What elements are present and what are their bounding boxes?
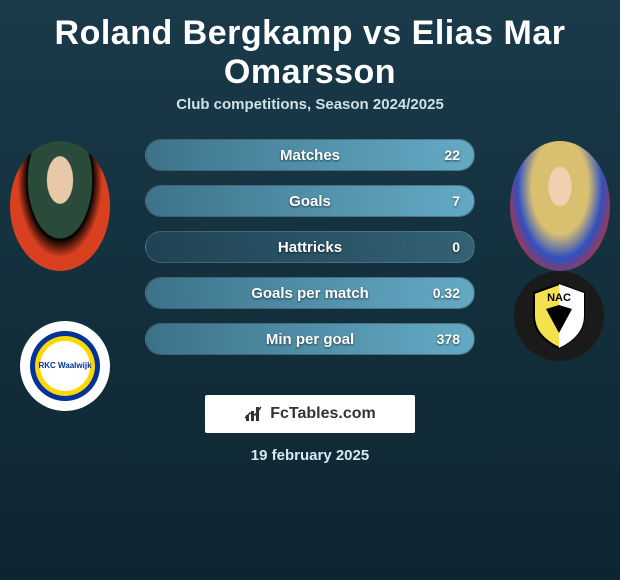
stat-value-right: 22: [444, 147, 460, 163]
stat-label: Hattricks: [278, 239, 342, 256]
stat-label: Goals: [289, 193, 331, 210]
club-left-badge: RKC Waalwijk: [20, 321, 110, 411]
stat-label: Goals per match: [251, 285, 369, 302]
watermark-text: FcTables.com: [270, 405, 376, 423]
stats-list: Matches 22 Goals 7 Hattricks 0 Goals per…: [145, 131, 475, 355]
stat-row-min-per-goal: Min per goal 378: [145, 323, 475, 355]
stat-label: Min per goal: [266, 331, 354, 348]
comparison-panel: RKC Waalwijk NAC Matches 22 Goals 7 Hatt…: [0, 131, 620, 464]
club-left-badge-inner: RKC Waalwijk: [30, 331, 100, 401]
chart-icon: [244, 405, 264, 423]
date-label: 19 february 2025: [10, 447, 610, 464]
club-left-label: RKC Waalwijk: [38, 362, 91, 370]
stat-label: Matches: [280, 147, 340, 164]
stat-row-goals-per-match: Goals per match 0.32: [145, 277, 475, 309]
club-right-badge-inner: NAC: [519, 276, 599, 356]
page-title: Roland Bergkamp vs Elias Mar Omarsson: [0, 0, 620, 96]
club-right-label: NAC: [547, 292, 571, 304]
player-left-avatar: [10, 141, 110, 271]
nac-shield-icon: NAC: [524, 281, 594, 351]
watermark: FcTables.com: [205, 395, 415, 433]
stat-row-goals: Goals 7: [145, 185, 475, 217]
stat-value-right: 7: [452, 193, 460, 209]
club-right-badge: NAC: [514, 271, 604, 361]
stat-row-hattricks: Hattricks 0: [145, 231, 475, 263]
stat-value-right: 0: [452, 239, 460, 255]
player-right-avatar: [510, 141, 610, 271]
stat-row-matches: Matches 22: [145, 139, 475, 171]
stat-value-right: 0.32: [433, 285, 460, 301]
subtitle: Club competitions, Season 2024/2025: [0, 96, 620, 113]
stat-value-right: 378: [437, 331, 460, 347]
